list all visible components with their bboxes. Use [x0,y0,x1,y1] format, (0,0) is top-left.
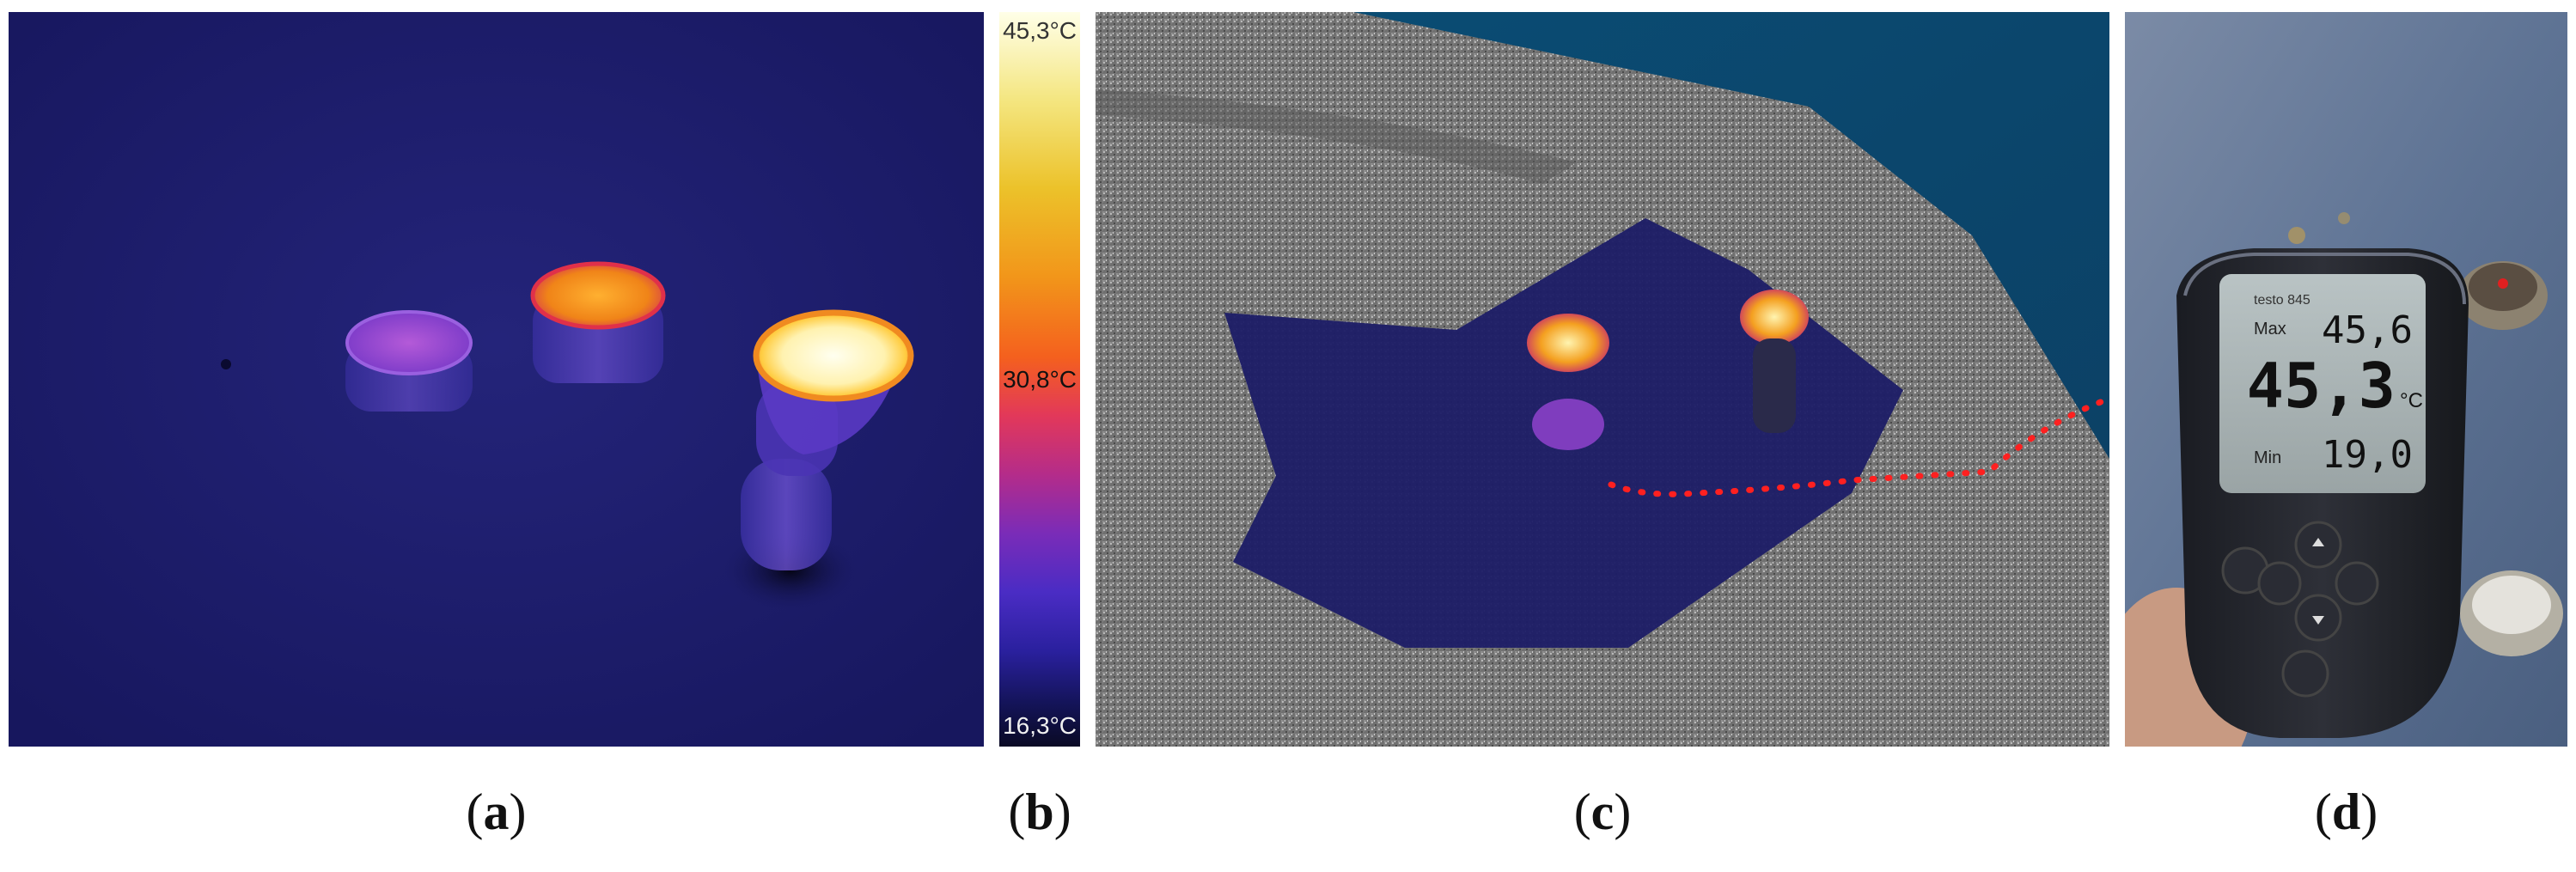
thermal-image [9,12,984,747]
caption-a: (a) [466,784,527,840]
thermal-image-panel [9,12,984,747]
point-cloud-image [1096,12,2109,747]
caption-c: (c) [1573,784,1632,840]
scale-max-label: 45,3°C [1003,17,1077,44]
caption-d-letter: d [2331,784,2361,840]
lcd-max-value: 45,6 [2322,308,2413,352]
caption-d: (d) [2314,784,2378,840]
lcd-min-label: Min [2254,448,2281,467]
lcd-reading: 45,3 [2247,350,2396,422]
temperature-scale-bar: 45,3°C 30,8°C 16,3°C [999,12,1080,747]
lcd-min-value: 19,0 [2322,433,2413,477]
scale-min-label: 16,3°C [1003,712,1077,739]
lcd-screen [2219,274,2426,493]
caption-a-letter: a [483,784,510,840]
caption-b: (b) [1008,784,1071,840]
caption-c-letter: c [1590,784,1615,840]
thermometer-photo-panel: testo 845 Max 45,6 45,3 °C Min 19,0 [2125,12,2567,747]
thermometer-photo: testo 845 Max 45,6 45,3 °C Min 19,0 [2125,12,2567,747]
lcd-max-label: Max [2254,320,2286,338]
device-brand: testo 845 [2254,293,2310,308]
caption-b-letter: b [1025,784,1054,840]
lcd-unit: °C [2400,389,2423,412]
color-gradient [999,12,1080,747]
scale-mid-label: 30,8°C [1003,366,1077,393]
point-cloud-panel [1096,12,2109,747]
